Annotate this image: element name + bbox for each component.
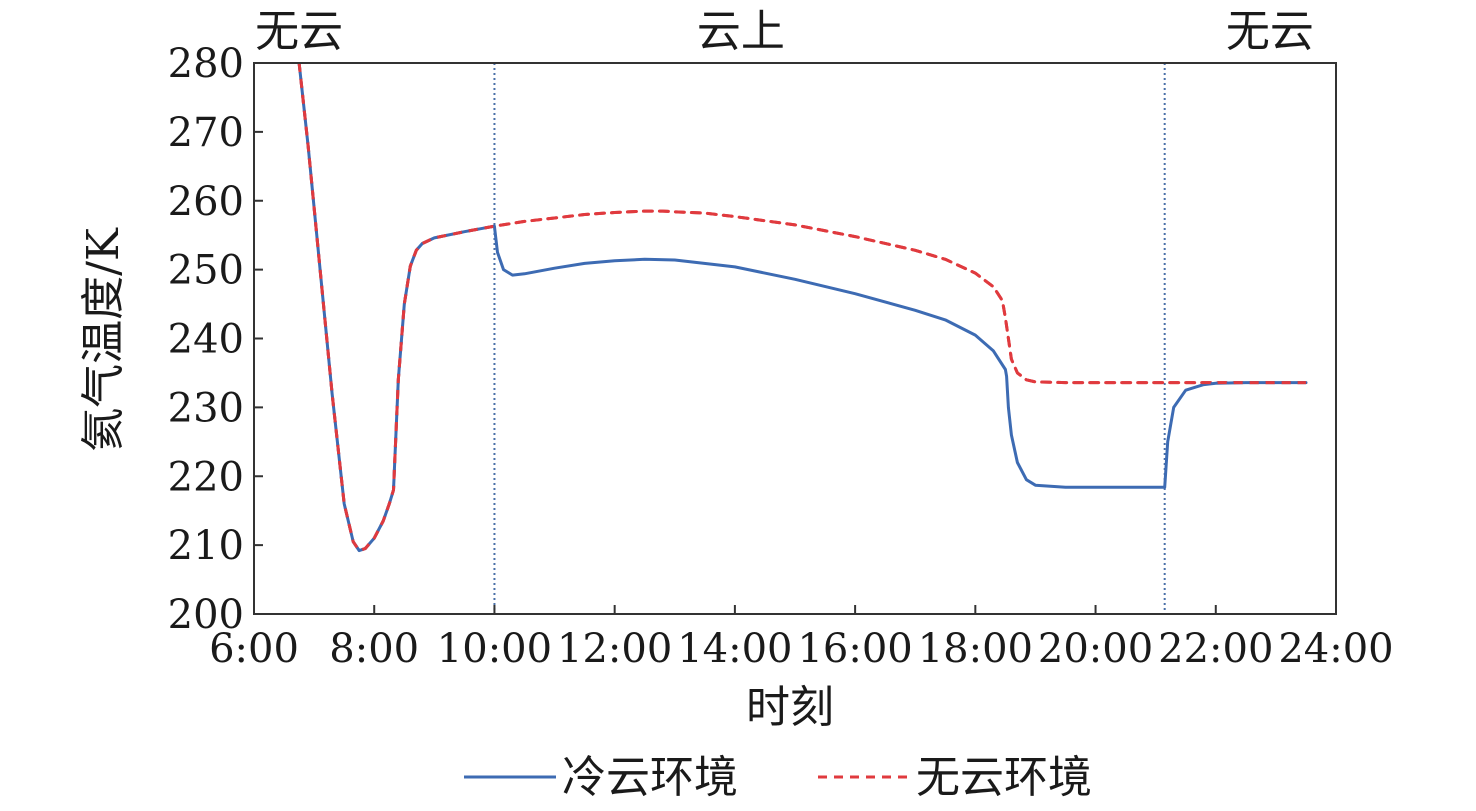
- y-tick-label: 280: [168, 41, 244, 87]
- legend-label: 冷云环境: [562, 752, 738, 803]
- y-tick-label: 200: [168, 592, 244, 638]
- x-tick-label: 12:00: [557, 626, 672, 672]
- series-line-clear-sky: [297, 63, 1308, 553]
- y-tick-label: 270: [168, 110, 244, 156]
- x-tick-label: 24:00: [1278, 626, 1393, 672]
- y-tick-label: 240: [168, 317, 244, 363]
- x-tick-label: 18:00: [918, 626, 1033, 672]
- y-axis-ticks: 200 210 220 230 240 250 260 270 280: [168, 41, 263, 638]
- plot-frame: [253, 62, 1337, 615]
- legend: 冷云环境 无云环境: [464, 752, 1092, 803]
- y-tick-label: 250: [168, 248, 244, 294]
- legend-label: 无云环境: [916, 752, 1092, 803]
- y-tick-label: 210: [168, 523, 244, 569]
- x-tick-label: 6:00: [209, 626, 299, 672]
- region-label: 无云: [1226, 6, 1314, 57]
- x-tick-label: 8:00: [329, 626, 419, 672]
- region-label: 云上: [697, 6, 785, 57]
- x-tick-label: 20:00: [1038, 626, 1153, 672]
- series-line-cold-cloud: [297, 63, 1308, 553]
- x-axis-label: 时刻: [746, 682, 834, 733]
- series-lines: [297, 63, 1308, 553]
- x-tick-label: 16:00: [797, 626, 912, 672]
- y-tick-label: 230: [168, 385, 244, 431]
- y-tick-label: 260: [168, 179, 244, 225]
- region-boundaries: [493, 63, 1166, 614]
- x-tick-label: 14:00: [677, 626, 792, 672]
- y-tick-label: 220: [168, 454, 244, 500]
- y-axis-label: 氦气温度/K: [78, 227, 129, 452]
- x-axis-ticks: 6:00 8:00 10:00 12:00 14:00 16:00 18:00 20:00 22…: [209, 605, 1394, 672]
- region-label: 无云: [255, 6, 343, 57]
- x-tick-label: 22:00: [1158, 626, 1273, 672]
- region-labels: 无云 云上 无云: [255, 6, 1314, 57]
- series-line-clear-sky-overlay: [297, 63, 1306, 553]
- x-tick-label: 10:00: [437, 626, 552, 672]
